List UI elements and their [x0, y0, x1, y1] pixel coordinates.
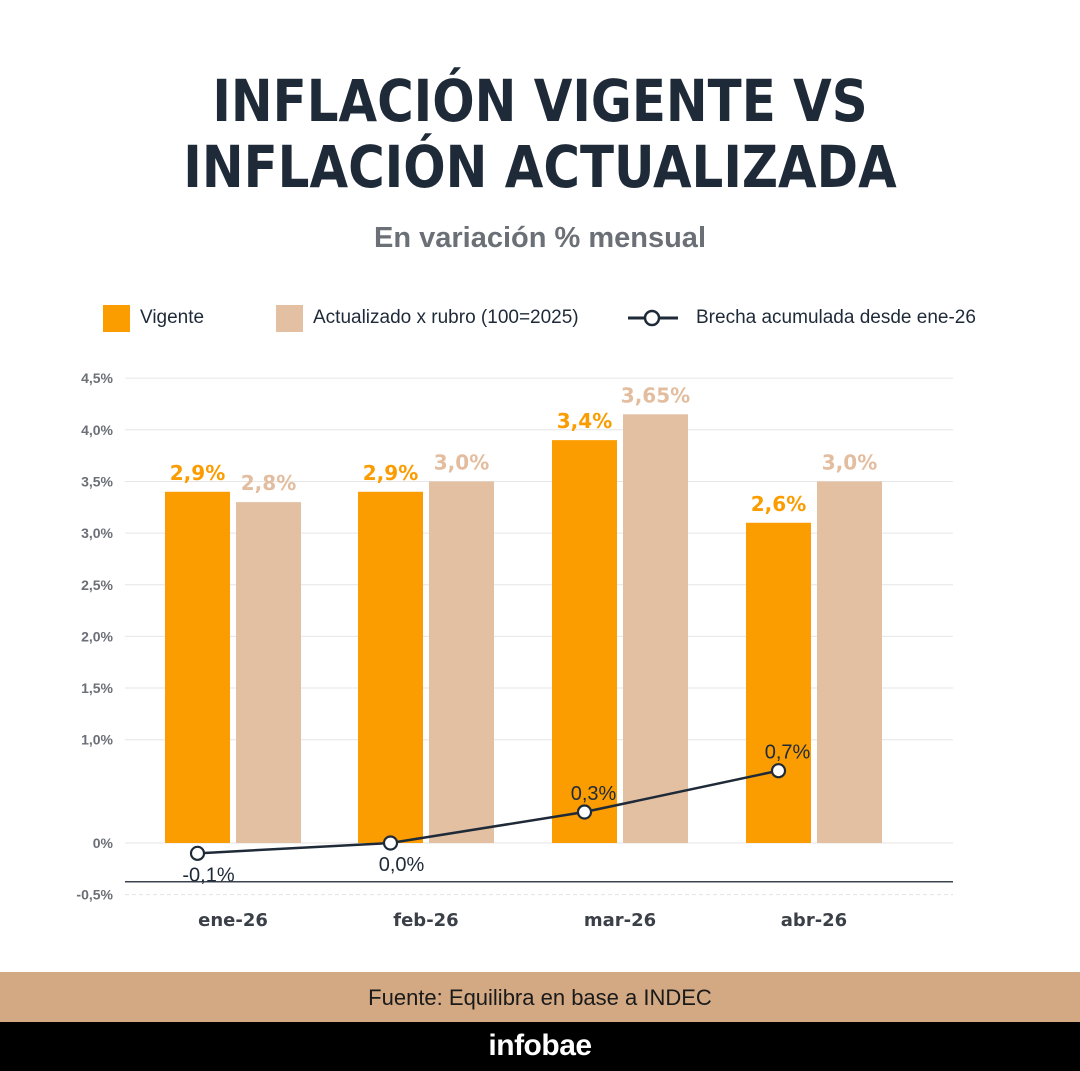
legend-label-brecha: Brecha acumulada desde ene-26 [696, 307, 976, 328]
data-label-actualizado: 3,0% [434, 450, 489, 474]
data-label-vigente: 3,4% [557, 409, 612, 433]
y-tick-label: 3,5% [81, 473, 113, 489]
data-label-actualizado: 3,0% [822, 450, 877, 474]
bar-actualizado [817, 481, 882, 843]
legend-label-vigente: Vigente [140, 307, 205, 328]
legend: Vigente Actualizado x rubro (100=2025) B… [0, 302, 1080, 334]
line-point-brecha [189, 845, 206, 861]
y-tick-label: 1,0% [81, 732, 113, 748]
y-tick-label: 2,5% [81, 577, 113, 593]
legend-swatch-vigente [103, 304, 130, 332]
legend-item-brecha: Brecha acumulada desde ene-26 [626, 302, 976, 334]
bar-vigente [746, 522, 811, 843]
brand-footer: infobae [0, 1022, 1080, 1071]
line-point-brecha [382, 835, 399, 851]
bar-actualizado [429, 481, 494, 843]
x-tick-label: feb-26 [393, 910, 458, 931]
legend-swatch-actualizado [276, 304, 303, 332]
bar-actualizado [236, 502, 301, 843]
data-label-brecha: 0,7% [765, 742, 811, 764]
y-tick-label: -0,5% [76, 887, 113, 903]
bar-vigente [358, 491, 423, 843]
legend-line-marker-icon [628, 309, 678, 327]
line-brecha [197, 769, 779, 855]
legend-label-actualizado: Actualizado x rubro (100=2025) [313, 307, 579, 328]
chart-title: INFLACIÓN VIGENTE VS INFLACIÓN ACTUALIZA… [76, 68, 1005, 200]
source-text: Fuente: Equilibra en base a INDEC [368, 985, 712, 1010]
line-point-brecha [576, 804, 593, 820]
y-tick-label: 3,0% [81, 525, 113, 541]
data-label-vigente: 2,9% [170, 461, 225, 485]
data-label-actualizado: 3,65% [621, 383, 690, 407]
y-tick-label: 2,0% [81, 628, 113, 644]
chart-title-line-2: INFLACIÓN ACTUALIZADA [183, 133, 897, 201]
chart-subtitle: En variación % mensual [373, 222, 706, 254]
data-label-actualizado: 2,8% [241, 471, 296, 495]
brand-logo: infobae [488, 1029, 592, 1062]
x-tick-label: ene-26 [198, 910, 268, 931]
legend-item-actualizado: Actualizado x rubro (100=2025) [276, 302, 579, 334]
y-tick-label: 0% [93, 835, 114, 851]
bar-vigente [165, 491, 230, 843]
source-footer: Fuente: Equilibra en base a INDEC [0, 972, 1080, 1022]
bar-actualizado [623, 414, 688, 843]
line-point-brecha [770, 763, 787, 779]
chart-plot: 5,0%4,5%4,0%3,5%3,0%2,5%2,0%1,5%1,0%0%-0… [76, 370, 953, 931]
y-tick-label: 4,0% [81, 422, 113, 438]
y-tick-label: 4,5% [81, 370, 113, 386]
bar-vigente [552, 440, 617, 843]
x-tick-label: mar-26 [584, 910, 656, 931]
y-tick-label: 1,5% [81, 680, 113, 696]
data-label-brecha: 0,3% [571, 783, 617, 805]
data-label-vigente: 2,6% [751, 492, 806, 516]
data-label-brecha: 0,0% [379, 854, 425, 876]
chart-title-line-1: INFLACIÓN VIGENTE VS [212, 67, 868, 135]
data-label-brecha: -0,1% [182, 864, 234, 886]
data-label-vigente: 2,9% [363, 461, 418, 485]
x-tick-label: abr-26 [781, 910, 847, 931]
legend-item-vigente: Vigente [103, 302, 204, 334]
